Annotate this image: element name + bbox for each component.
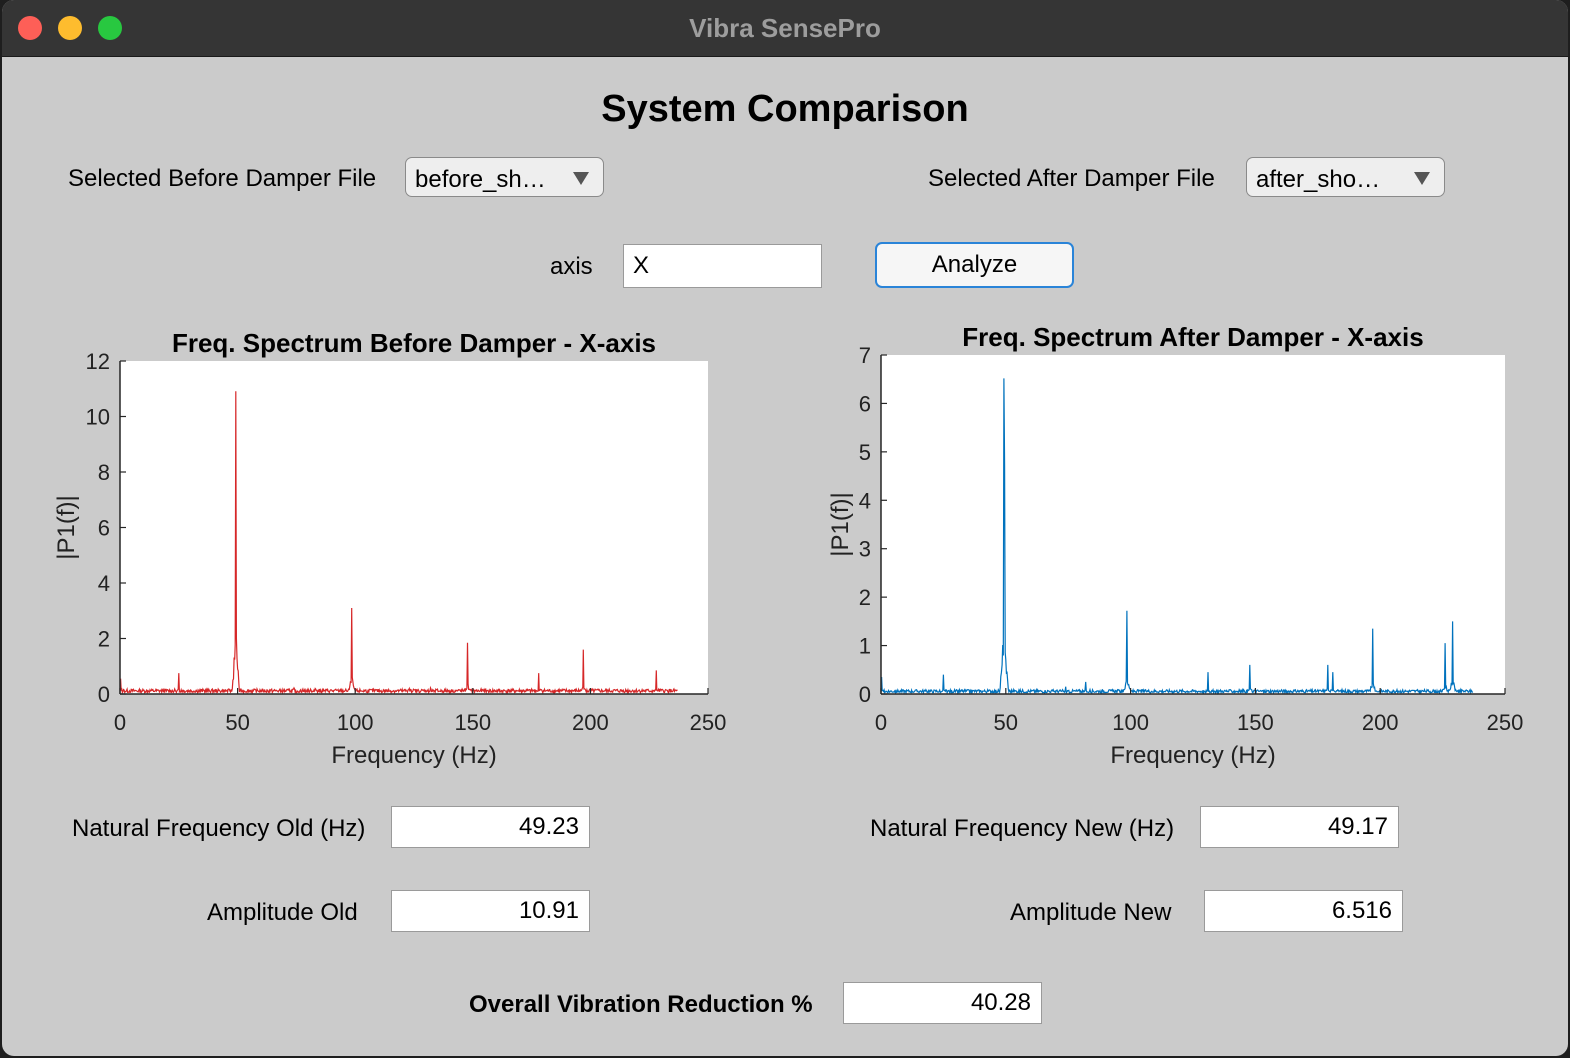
chart-before: Freq. Spectrum Before Damper - X-axis 0 50…	[53, 328, 726, 769]
y-tick-label: 5	[859, 440, 871, 465]
after-file-dropdown[interactable]: after_sho…	[1246, 157, 1445, 197]
before-file-value: before_sh…	[415, 166, 546, 193]
x-tick-label: 0	[114, 710, 126, 735]
close-window-button[interactable]	[18, 16, 42, 40]
title-bar: Vibra SensePro	[2, 0, 1568, 57]
spectrum-series-line	[119, 391, 678, 695]
page-title: System Comparison	[601, 88, 969, 130]
y-tick-label: 3	[859, 537, 871, 562]
x-axis-label: Frequency (Hz)	[331, 742, 496, 769]
x-tick-label: 50	[225, 710, 249, 735]
chart-title: Freq. Spectrum Before Damper - X-axis	[172, 328, 656, 358]
chevron-down-icon	[573, 172, 589, 185]
x-tick-label: 100	[1112, 710, 1149, 735]
minimize-window-button[interactable]	[58, 16, 82, 40]
y-tick-label: 0	[98, 682, 110, 707]
y-tick-label: 10	[86, 405, 110, 430]
amplitude-new-field[interactable]: 6.516	[1204, 890, 1403, 932]
analyze-button[interactable]: Analyze	[875, 242, 1074, 288]
y-tick-label: 8	[98, 460, 110, 485]
after-file-label: Selected After Damper File	[928, 165, 1215, 192]
y-tick-label: 0	[859, 682, 871, 707]
y-tick-label: 6	[859, 391, 871, 416]
y-axis-label: |P1(f)|	[53, 495, 80, 559]
y-tick-label: 7	[859, 343, 871, 368]
natural-frequency-new-label: Natural Frequency New (Hz)	[870, 815, 1175, 842]
y-tick-label: 2	[98, 627, 110, 652]
plot-area	[120, 361, 708, 694]
y-axis-label: |P1(f)|	[827, 492, 854, 556]
after-file-value: after_sho…	[1256, 166, 1381, 193]
vibration-reduction-label: Overall Vibration Reduction %	[469, 991, 813, 1018]
y-tick-label: 12	[86, 349, 110, 374]
x-tick-label: 150	[1237, 710, 1274, 735]
axis-input[interactable]: X	[623, 244, 822, 288]
window-title: Vibra SensePro	[689, 13, 881, 43]
chevron-down-icon	[1414, 172, 1430, 185]
amplitude-old-field[interactable]: 10.91	[391, 890, 590, 932]
x-tick-label: 0	[875, 710, 887, 735]
natural-frequency-old-field[interactable]: 49.23	[391, 806, 590, 848]
vibration-reduction-field[interactable]: 40.28	[843, 982, 1042, 1024]
before-file-dropdown[interactable]: before_sh…	[405, 157, 604, 197]
plot-area	[881, 355, 1505, 694]
maximize-window-button[interactable]	[98, 16, 122, 40]
x-tick-label: 200	[572, 710, 609, 735]
x-tick-label: 100	[337, 710, 374, 735]
x-tick-label: 150	[454, 710, 491, 735]
x-tick-label: 50	[994, 710, 1018, 735]
x-tick-label: 250	[1487, 710, 1524, 735]
axis-label: axis	[550, 253, 593, 280]
x-tick-label: 200	[1362, 710, 1399, 735]
y-tick-label: 6	[98, 516, 110, 541]
amplitude-old-label: Amplitude Old	[207, 899, 358, 926]
y-tick-label: 2	[859, 585, 871, 610]
x-axis-label: Frequency (Hz)	[1110, 742, 1275, 769]
x-tick-label: 250	[690, 710, 727, 735]
natural-frequency-new-field[interactable]: 49.17	[1200, 806, 1399, 848]
spectrum-series-line	[880, 378, 1474, 696]
y-tick-label: 4	[98, 571, 110, 596]
amplitude-new-label: Amplitude New	[1010, 899, 1172, 926]
y-tick-label: 4	[859, 488, 871, 513]
y-tick-label: 1	[859, 634, 871, 659]
natural-frequency-old-label: Natural Frequency Old (Hz)	[72, 815, 366, 842]
before-file-label: Selected Before Damper File	[68, 165, 377, 192]
chart-title: Freq. Spectrum After Damper - X-axis	[962, 322, 1423, 352]
